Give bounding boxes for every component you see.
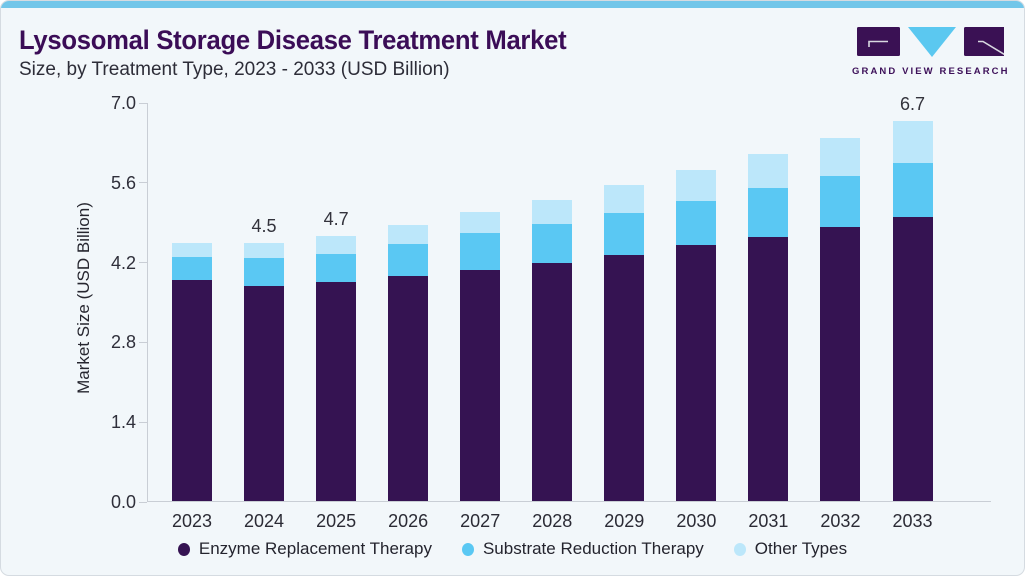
bar-2024-segment-0 (244, 286, 285, 501)
y-tick-label: 7.0 (110, 93, 136, 113)
bar-2033-segment-1 (892, 163, 933, 218)
bar-2027-segment-2 (460, 212, 501, 234)
bar-2028-segment-2 (532, 199, 573, 224)
bar-2029-segment-0 (604, 254, 645, 501)
y-tick-mark (139, 262, 147, 264)
x-tick-label-2024: 2024 (244, 511, 285, 531)
bar-value-label-2025: 4.7 (323, 209, 349, 229)
y-tick-label: 1.4 (110, 412, 136, 433)
y-tick-label: 4.2 (110, 252, 136, 273)
legend-label: Other Types (754, 539, 848, 558)
bar-value-label-2033: 6.7 (899, 94, 926, 115)
x-tick-label-2033: 2033 (892, 511, 933, 531)
bar-2032-segment-1 (820, 176, 861, 228)
bar-2023-segment-2 (172, 243, 212, 257)
bar-value-label-2024: 4.5 (251, 216, 277, 237)
y-tick-mark (139, 421, 147, 423)
bar-2029-segment-2 (604, 184, 645, 214)
y-tick-mark (139, 501, 147, 503)
x-tick-label-2030: 2030 (676, 511, 717, 531)
legend-swatch-enzyme-replacement-therapy (177, 542, 190, 556)
brand-name: GRAND VIEW RESEARCH (852, 66, 1010, 77)
legend-label: Substrate Reduction Therapy (482, 539, 704, 558)
bar-2025-segment-1 (316, 253, 357, 283)
grand-view-research-logo: GRAND VIEW RESEARCH (852, 26, 1010, 77)
x-tick-label-2023: 2023 (171, 511, 213, 531)
legend-item-substrate-reduction-therapy: Substrate Reduction Therapy (461, 539, 704, 559)
bar-2026-segment-1 (388, 243, 429, 276)
bar-2031-segment-0 (748, 236, 789, 501)
top-accent-bar (1, 1, 1024, 8)
bar-2033-segment-2 (892, 121, 933, 163)
bar-2024-segment-1 (244, 257, 285, 287)
page-title: Lysosomal Storage Disease Treatment Mark… (19, 25, 567, 55)
legend-swatch-substrate-reduction-therapy (461, 542, 474, 556)
x-tick-label-2028: 2028 (532, 511, 573, 531)
bar-2027-segment-1 (460, 233, 501, 271)
legend-item-enzyme-replacement-therapy: Enzyme Replacement Therapy (177, 539, 432, 559)
y-tick-label: 5.6 (110, 172, 136, 193)
x-tick-label-2029: 2029 (604, 511, 645, 531)
legend: Enzyme Replacement Therapy Substrate Red… (1, 536, 1024, 562)
bar-2030-segment-0 (676, 245, 717, 501)
legend-item-other-types: Other Types (733, 539, 848, 559)
y-tick-mark (139, 102, 147, 104)
x-tick-label-2031: 2031 (748, 511, 789, 531)
bar-2027-segment-0 (460, 270, 501, 501)
y-tick-mark (139, 182, 147, 184)
bar-2025-segment-0 (316, 282, 357, 501)
bar-2029-segment-1 (604, 213, 645, 255)
x-tick-label-2027: 2027 (460, 511, 501, 531)
bar-2023-segment-0 (172, 280, 212, 501)
bar-2030-segment-2 (676, 169, 717, 202)
y-tick-label: 0.0 (110, 492, 136, 512)
legend-label: Enzyme Replacement Therapy (198, 539, 432, 558)
bar-2025-segment-2 (316, 235, 357, 254)
y-tick-mark (139, 341, 147, 343)
bar-2032-segment-2 (820, 137, 861, 177)
y-axis-title: Market Size (USD Billion) (74, 202, 93, 394)
x-tick-label-2026: 2026 (388, 511, 429, 531)
bar-2031-segment-2 (748, 153, 789, 189)
page-subtitle: Size, by Treatment Type, 2023 - 2033 (US… (19, 59, 450, 80)
plot-area: 0.0 1.4 2.8 4.2 5.6 7.0 2023 4.5 2024 4.7 2025 2026… (111, 93, 991, 531)
gvr-logo-icon (857, 27, 1008, 57)
x-tick-label-2032: 2032 (820, 511, 861, 531)
y-tick-label: 2.8 (110, 332, 136, 353)
bar-2030-segment-1 (676, 201, 717, 246)
bar-2023-segment-1 (172, 257, 212, 281)
x-tick-label-2025: 2025 (316, 511, 357, 531)
bar-2032-segment-0 (820, 227, 861, 501)
bar-2028-segment-0 (532, 263, 573, 501)
bar-2026-segment-2 (388, 224, 429, 244)
bar-2033-segment-0 (892, 217, 933, 501)
legend-swatch-other-types (733, 542, 746, 556)
bar-2024-segment-2 (244, 243, 285, 258)
bar-2031-segment-1 (748, 188, 789, 237)
bar-2026-segment-0 (388, 275, 429, 501)
bar-2028-segment-1 (532, 224, 573, 264)
